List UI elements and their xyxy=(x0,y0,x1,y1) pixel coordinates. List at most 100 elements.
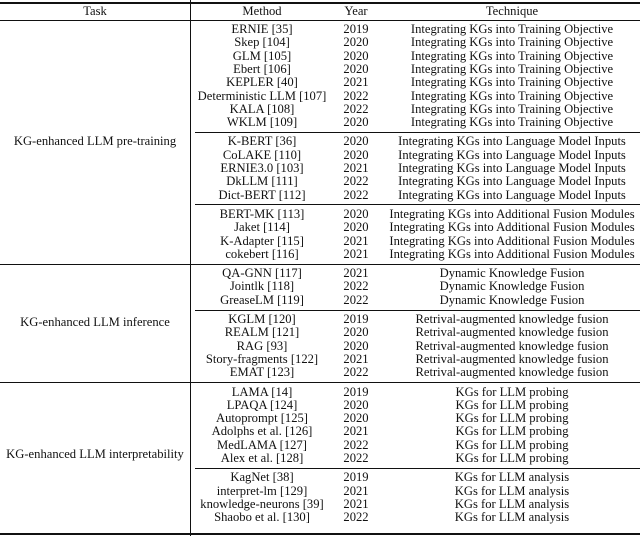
method-cell: Skep [104] xyxy=(234,35,290,50)
method-cell: Dict-BERT [112] xyxy=(218,187,306,202)
year-cell: 2022 xyxy=(343,451,369,465)
year-cell: 2020 xyxy=(343,35,369,50)
technique-cell: KGs for LLM analysis xyxy=(454,496,570,511)
group-rule xyxy=(0,382,640,383)
technique-cell: Retrival-augmented knowledge fusion xyxy=(415,338,609,353)
technique-cell: Integrating KGs into Additional Fusion M… xyxy=(389,233,635,248)
technique-cell: KGs for LLM probing xyxy=(455,384,569,399)
year-cell: 2021 xyxy=(343,246,369,261)
year-cell: 2020 xyxy=(343,411,369,426)
method-cell: MedLAMA [127] xyxy=(217,437,307,452)
technique-cell: Integrating KGs into Additional Fusion M… xyxy=(389,246,635,261)
method-cell: GreaseLM [119] xyxy=(220,292,304,307)
method-cell: Story-fragments [122] xyxy=(205,351,319,366)
technique-cell: KGs for LLM analysis xyxy=(454,510,570,525)
method-cell: QA-GNN [117] xyxy=(222,266,302,281)
method-cell: K-Adapter [115] xyxy=(220,233,304,248)
technique-cell: Retrival-augmented knowledge fusion xyxy=(415,325,609,340)
technique-cell: Dynamic Knowledge Fusion xyxy=(439,292,585,307)
year-cell: 2021 xyxy=(343,161,369,175)
technique-cell: KGs for LLM probing xyxy=(455,397,569,412)
technique-cell: KGs for LLM probing xyxy=(455,411,569,426)
year-cell: 2021 xyxy=(343,233,369,248)
subgroup-rule xyxy=(195,131,640,133)
task-cell: KG-enhanced LLM interpretability xyxy=(6,447,184,461)
method-cell: Deterministic LLM [107] xyxy=(197,88,327,103)
year-cell: 2019 xyxy=(343,22,369,36)
year-cell: 2019 xyxy=(343,312,369,326)
technique-cell: Integrating KGs into Training Objective xyxy=(410,75,614,90)
header-technique: Technique xyxy=(485,4,539,18)
technique-cell: KGs for LLM probing xyxy=(455,437,569,452)
year-cell: 2022 xyxy=(343,279,369,294)
technique-cell: Retrival-augmented knowledge fusion xyxy=(415,365,609,380)
method-cell: KGLM [120] xyxy=(228,312,296,326)
subgroup-rule xyxy=(195,204,640,206)
year-cell: 2020 xyxy=(343,134,369,149)
method-cell: Autoprompt [125] xyxy=(216,411,308,426)
task-cell: KG-enhanced LLM inference xyxy=(20,315,170,330)
method-cell: KEPLER [40] xyxy=(226,75,298,90)
year-cell: 2022 xyxy=(343,174,369,189)
method-cell: DkLLM [111] xyxy=(226,174,298,189)
method-cell: Shaobo et al. [130] xyxy=(214,510,310,525)
task-cell: KG-enhanced LLM pre-training xyxy=(13,134,177,149)
method-cell: GLM [105] xyxy=(232,48,292,63)
technique-cell: Integrating KGs into Additional Fusion M… xyxy=(389,220,635,235)
year-cell: 2020 xyxy=(343,325,369,340)
technique-cell: Integrating KGs into Language Model Inpu… xyxy=(398,161,626,175)
technique-cell: Integrating KGs into Training Objective xyxy=(410,115,614,130)
method-cell: cokebert [116] xyxy=(225,246,299,261)
technique-cell: Integrating KGs into Training Objective xyxy=(410,48,614,63)
group-rule xyxy=(0,263,640,265)
technique-cell: Dynamic Knowledge Fusion xyxy=(439,279,585,294)
year-cell: 2020 xyxy=(343,48,369,63)
method-cell: LAMA [14] xyxy=(231,384,293,399)
technique-cell: KGs for LLM probing xyxy=(455,451,569,465)
header-task: Task xyxy=(83,4,107,18)
subgroup-rule xyxy=(195,467,640,469)
technique-cell: Integrating KGs into Training Objective xyxy=(410,22,614,36)
technique-cell: KGs for LLM analysis xyxy=(454,483,570,498)
year-cell: 2019 xyxy=(343,384,369,399)
year-cell: 2021 xyxy=(343,75,369,90)
method-cell: Alex et al. [128] xyxy=(220,451,304,465)
header-rule xyxy=(0,20,640,21)
method-cell: Ebert [106] xyxy=(233,61,291,76)
technique-cell: Dynamic Knowledge Fusion xyxy=(439,266,585,281)
technique-cell: Integrating KGs into Language Model Inpu… xyxy=(398,174,626,189)
year-cell: 2020 xyxy=(343,220,369,235)
technique-cell: Integrating KGs into Language Model Inpu… xyxy=(398,187,626,202)
method-cell: BERT-MK [113] xyxy=(219,206,305,221)
column-divider xyxy=(190,0,191,536)
method-cell: ERNIE [35] xyxy=(231,22,293,36)
method-cell: CoLAKE [110] xyxy=(222,147,302,162)
year-cell: 2021 xyxy=(343,483,369,498)
year-cell: 2020 xyxy=(343,61,369,76)
year-cell: 2020 xyxy=(343,397,369,412)
year-cell: 2019 xyxy=(343,470,369,485)
technique-cell: Integrating KGs into Training Objective xyxy=(410,88,614,103)
year-cell: 2020 xyxy=(343,147,369,162)
year-cell: 2020 xyxy=(343,206,369,221)
subgroup-rule xyxy=(195,309,640,311)
method-cell: LPAQA [124] xyxy=(226,397,298,412)
method-cell: Jaket [114] xyxy=(234,220,290,235)
method-cell: RAG [93] xyxy=(236,338,288,353)
method-cell: WKLM [109] xyxy=(226,115,298,130)
year-cell: 2021 xyxy=(343,266,369,281)
technique-cell: Integrating KGs into Training Objective xyxy=(410,35,614,50)
technique-cell: Retrival-augmented knowledge fusion xyxy=(415,312,609,326)
year-cell: 2022 xyxy=(343,437,369,452)
method-cell: Adolphs et al. [126] xyxy=(211,424,313,439)
technique-cell: Integrating KGs into Language Model Inpu… xyxy=(398,134,626,149)
method-cell: ERNIE3.0 [103] xyxy=(220,161,304,175)
method-cell: KALA [108] xyxy=(229,101,295,116)
header-year: Year xyxy=(344,4,368,18)
technique-cell: KGs for LLM probing xyxy=(455,424,569,439)
year-cell: 2021 xyxy=(343,351,369,366)
year-cell: 2022 xyxy=(343,88,369,103)
year-cell: 2022 xyxy=(343,292,369,307)
method-cell: K-BERT [36] xyxy=(227,134,297,149)
